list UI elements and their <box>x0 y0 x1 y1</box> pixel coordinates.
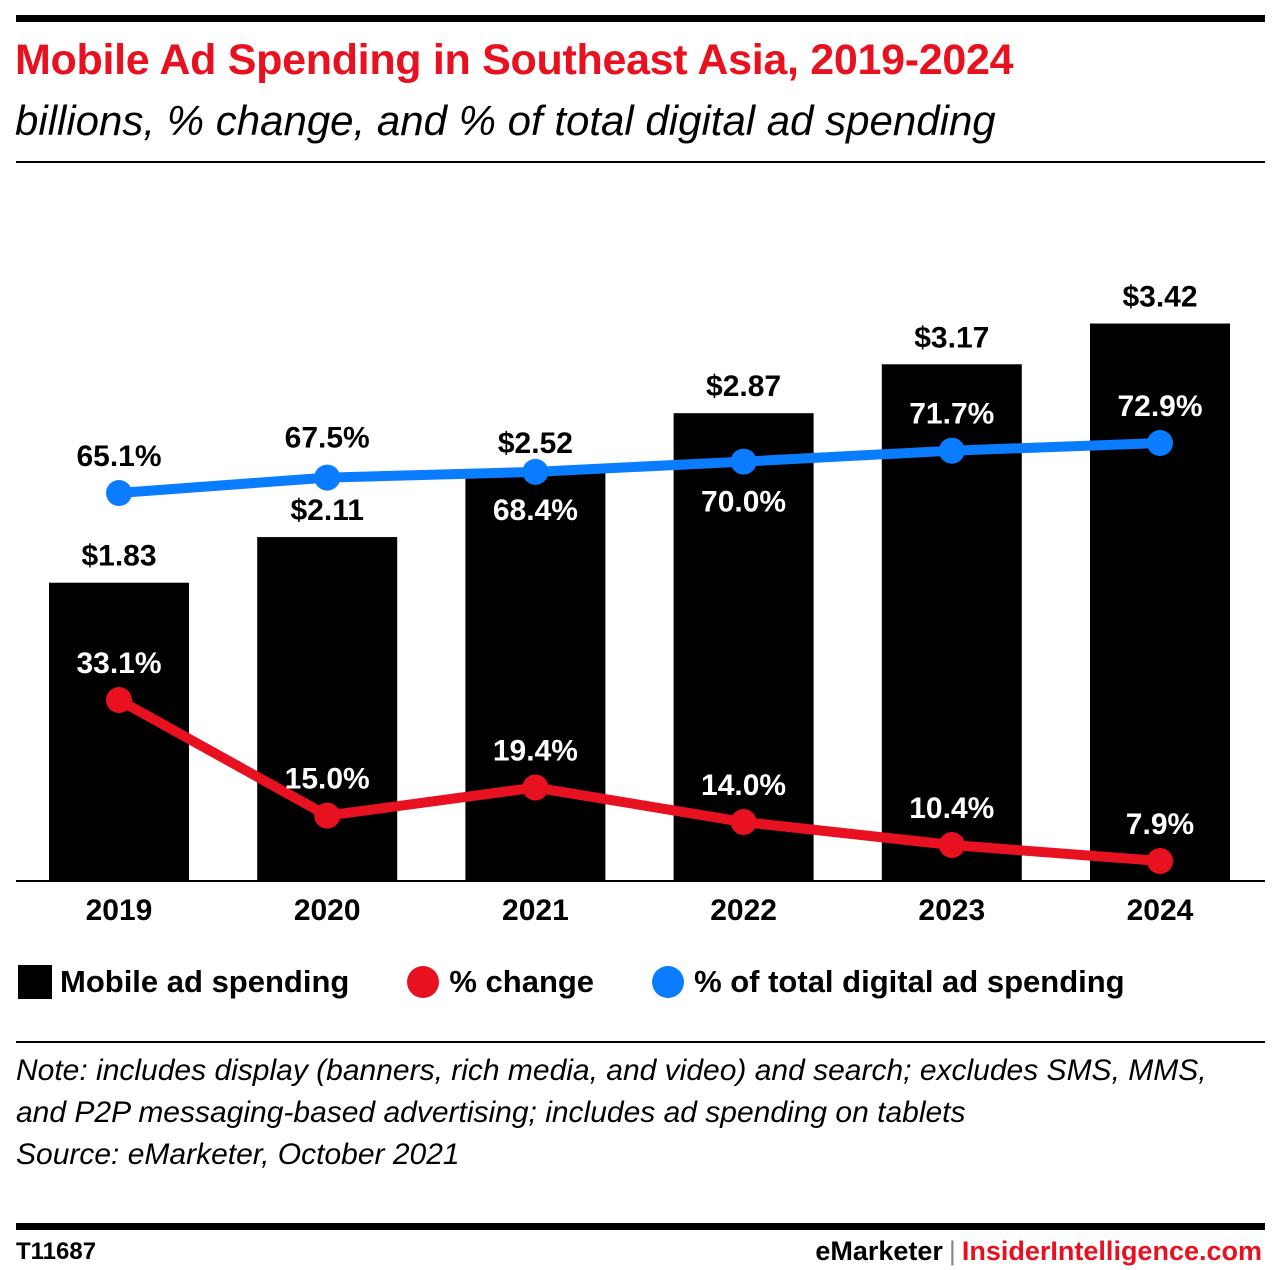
percent-change-point <box>938 832 965 859</box>
footnote: Note: includes display (banners, rich me… <box>16 1050 1256 1176</box>
x-tick-label: 2022 <box>710 894 777 927</box>
bar-value-label: $1.83 <box>81 540 156 573</box>
x-tick-label: 2019 <box>86 894 153 927</box>
legend-bar-swatch-icon <box>18 965 52 999</box>
source-text: Source: eMarketer, October 2021 <box>16 1138 460 1171</box>
percent-of-total-point <box>1147 430 1173 456</box>
percent-change-line <box>116 695 1161 866</box>
percent-change-label: 14.0% <box>701 769 786 802</box>
legend-blue-dot-icon <box>652 966 685 998</box>
percent-of-total-label: 68.4% <box>493 494 578 527</box>
bar-value-label: $2.87 <box>706 370 781 403</box>
legend-item-percent-change: % change <box>407 964 594 1000</box>
percent-of-total-point <box>522 458 549 485</box>
percent-of-total-line <box>118 438 1161 498</box>
percent-of-total-point <box>314 464 341 491</box>
brand-emarketer: eMarketer <box>815 1236 943 1266</box>
percent-change-point <box>106 687 132 713</box>
legend-label: % change <box>449 964 595 999</box>
bar <box>257 537 398 881</box>
percent-change-label: 10.4% <box>909 792 994 825</box>
legend-red-dot-icon <box>407 966 440 998</box>
bar <box>49 582 189 881</box>
chart-subtitle: billions, % change, and % of total digit… <box>15 97 996 144</box>
legend-label: % of total digital ad spending <box>694 964 1125 999</box>
bar-value-label: $2.52 <box>498 427 573 460</box>
x-tick-label: 2023 <box>918 894 985 927</box>
percent-of-total-label: 70.0% <box>701 486 786 519</box>
percent-of-total-label: 65.1% <box>76 440 161 473</box>
bar <box>465 470 606 881</box>
percent-change-label: 19.4% <box>493 735 578 768</box>
chart-plot: 2019 2020 2021 2022 2023 2024 $1.83 $2.11 $2.52 $… <box>16 281 1265 927</box>
percent-change-point <box>730 809 757 836</box>
x-tick-label: 2020 <box>294 894 361 927</box>
legend: Mobile ad spending % change % of total d… <box>18 962 1183 1002</box>
percent-change-point <box>522 774 549 801</box>
percent-change-label: 7.9% <box>1126 808 1194 841</box>
percent-change-point <box>1147 848 1173 874</box>
bar <box>673 413 814 881</box>
percent-of-total-label: 72.9% <box>1117 390 1202 423</box>
percent-change-label: 15.0% <box>285 763 370 796</box>
note-text: Note: includes display (banners, rich me… <box>16 1054 1207 1129</box>
percent-of-total-point <box>730 448 757 475</box>
percent-of-total-point <box>106 480 132 506</box>
legend-item-percent-of-total: % of total digital ad spending <box>652 964 1125 1000</box>
brand-footer: eMarketer | InsiderIntelligence.com <box>815 1236 1262 1267</box>
legend-item-mobile-ad-spending: Mobile ad spending <box>18 964 349 1000</box>
bar-value-label: $3.42 <box>1122 281 1197 314</box>
bar-value-label: $2.11 <box>290 494 363 527</box>
bottom-rule <box>16 1223 1265 1230</box>
x-tick-label: 2024 <box>1127 894 1194 927</box>
chart-title: Mobile Ad Spending in Southeast Asia, 20… <box>15 36 1014 84</box>
percent-of-total-point <box>938 437 965 464</box>
legend-label: Mobile ad spending <box>60 964 350 999</box>
percent-of-total-label: 67.5% <box>285 422 370 455</box>
percent-change-point <box>314 802 341 829</box>
x-tick-label: 2021 <box>502 894 569 927</box>
bar-value-label: $3.17 <box>914 321 989 354</box>
subtitle-rule <box>16 161 1265 163</box>
chart-id: T11687 <box>16 1238 97 1265</box>
percent-of-total-label: 71.7% <box>909 398 994 431</box>
brand-separator: | <box>948 1236 956 1266</box>
note-rule <box>16 1041 1265 1043</box>
percent-change-label: 33.1% <box>76 647 161 680</box>
bar <box>1090 323 1230 881</box>
brand-insider-intelligence[interactable]: InsiderIntelligence.com <box>961 1236 1262 1266</box>
top-rule <box>16 15 1265 22</box>
